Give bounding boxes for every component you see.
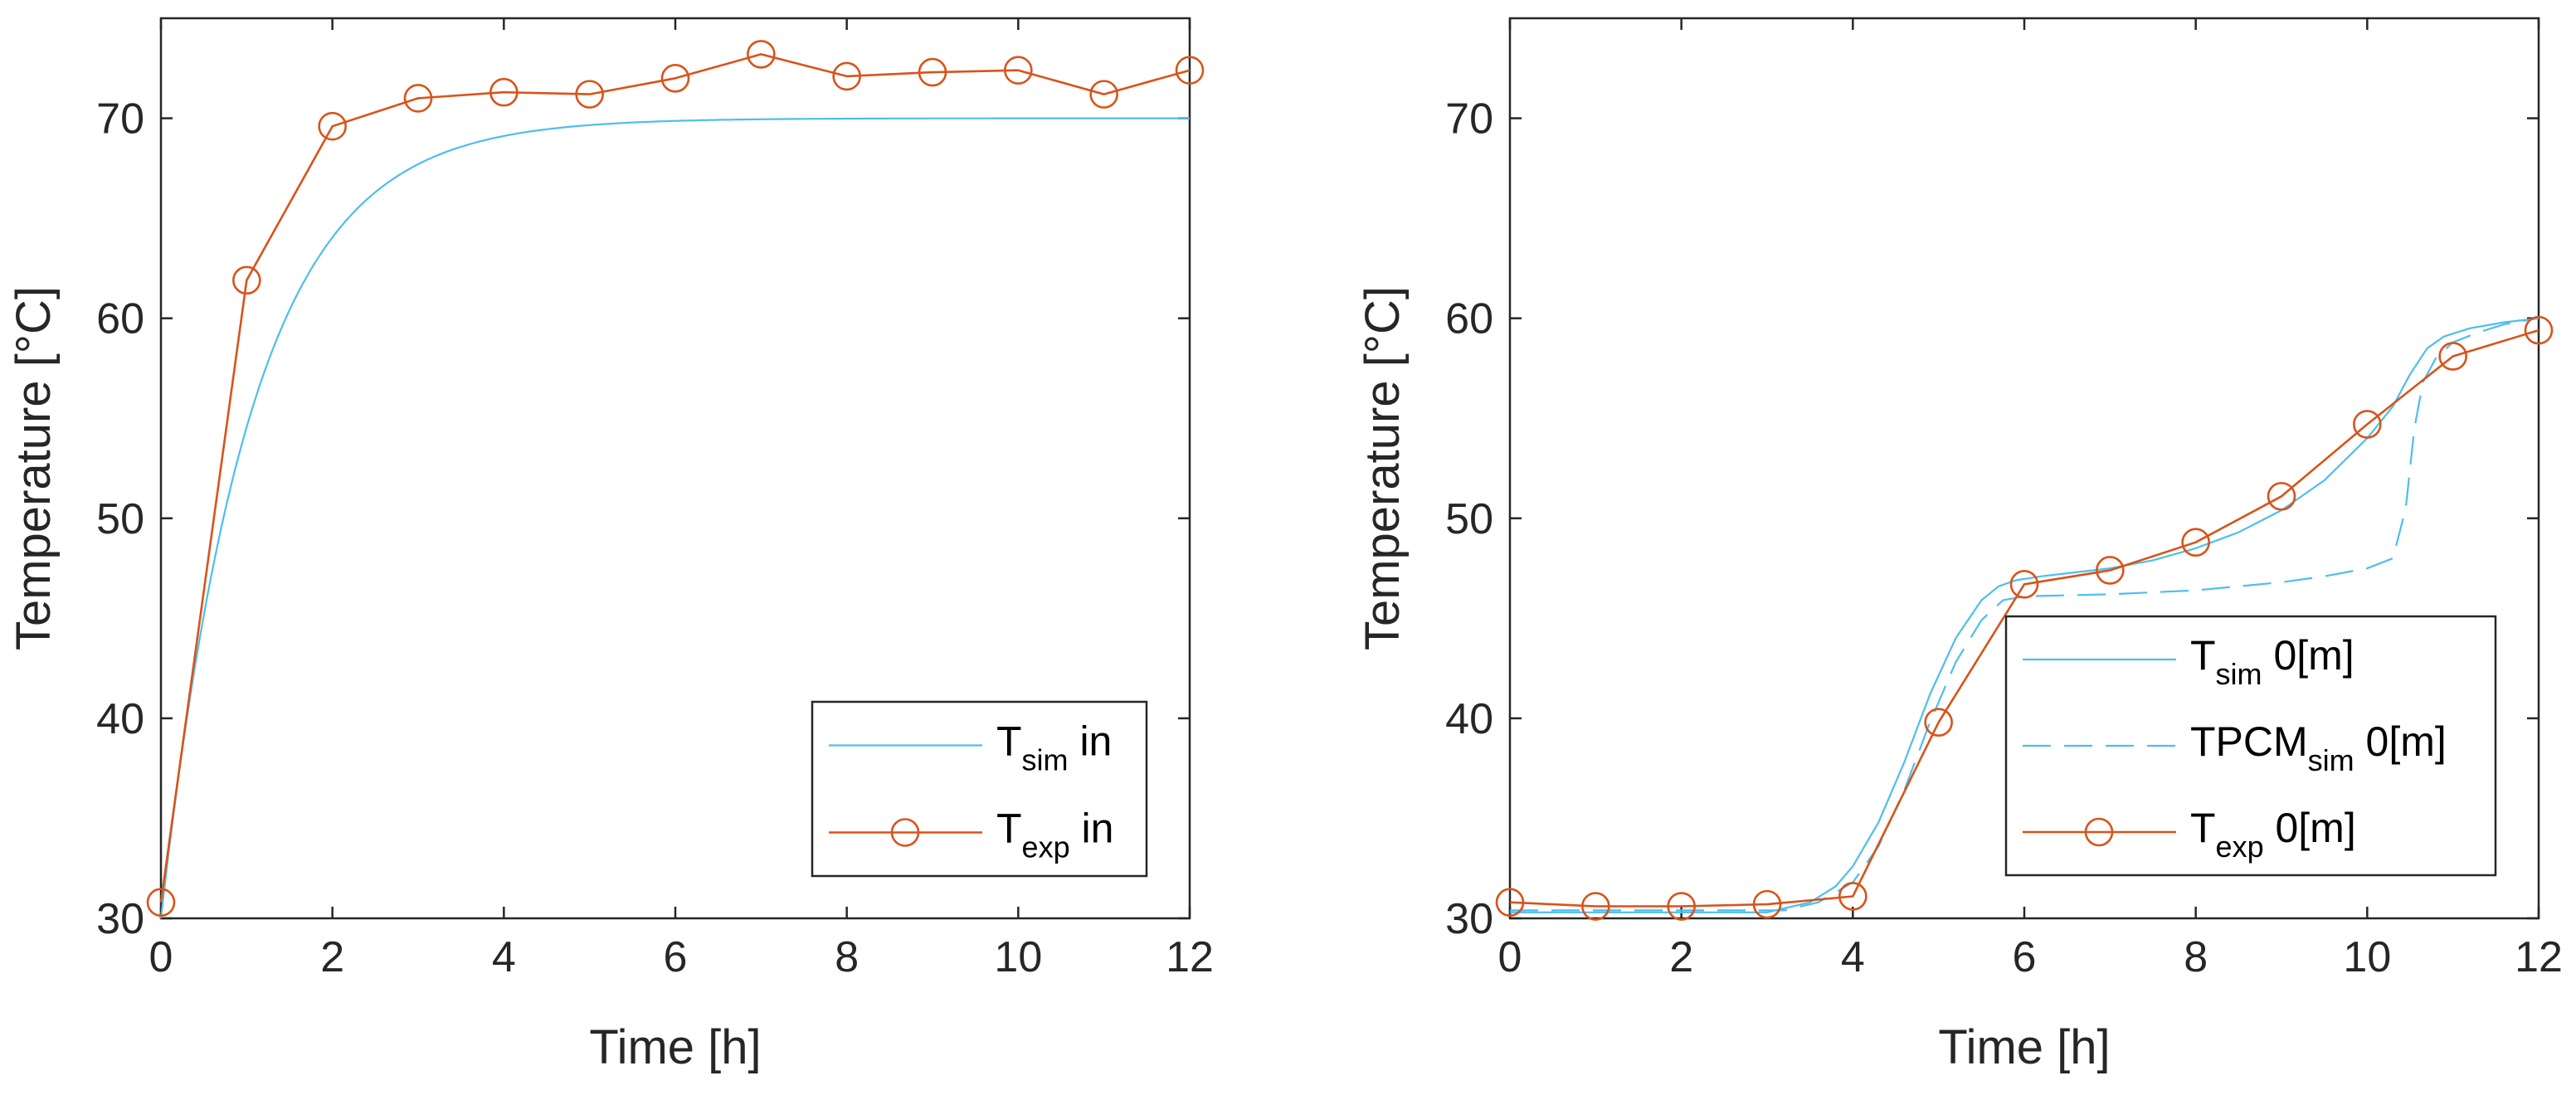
data-point [1089,80,1118,109]
data-point [575,80,604,109]
x-tick-label: 0 [149,933,173,981]
y-tick-label: 30 [1445,895,1493,943]
legend-marker [2084,817,2114,847]
x-tick-label: 2 [1669,933,1693,981]
legend-entry: TPCMsim 0[m] [2190,718,2447,777]
y-tick-label: 70 [96,95,144,144]
x-tick-label: 0 [1498,933,1522,981]
data-point [1838,882,1867,911]
x-tick-label: 6 [664,933,688,981]
x-tick-label: 4 [492,933,516,981]
data-point [2353,410,2382,439]
x-axis-label: Time [h] [589,1020,761,1074]
x-tick-label: 6 [2013,933,2037,981]
legend-entry: Texp in [996,806,1113,864]
legend-entry: Tsim in [996,718,1112,777]
data-point [2524,315,2554,345]
x-tick-label: 2 [320,933,344,981]
legend: Tsim in Texp in [811,700,1148,878]
series-line-t-exp-0-m- [1509,329,2539,908]
data-point [2267,481,2296,511]
data-point [832,61,861,91]
data-point [747,40,776,69]
y-tick-label: 50 [96,495,144,543]
data-point [2438,342,2467,371]
x-tick-label: 12 [1166,933,1214,981]
data-point [232,265,261,295]
data-point [1752,889,1782,919]
x-tick-label: 12 [2515,933,2563,981]
data-point [660,64,690,93]
data-point [1924,708,1953,737]
series-line-tpcm-sim-0-m- [1510,317,2539,912]
data-point [318,111,347,141]
data-point [403,84,433,113]
legend-entry: Texp 0[m] [2190,805,2356,864]
data-point [1667,892,1696,921]
data-point [1004,56,1033,85]
y-tick-label: 40 [96,695,144,743]
y-axis-label: Temperature [°C] [1356,286,1410,650]
data-point [2096,556,2125,585]
legend-box [811,700,1148,878]
series-line-t-sim-0-m- [1510,317,2539,913]
x-tick-label: 8 [2184,933,2208,981]
data-point [1581,892,1610,921]
x-tick-label: 10 [2343,933,2391,981]
data-point [2009,570,2039,599]
series-line-t-sim-in [159,117,1190,919]
y-tick-label: 30 [96,895,144,943]
legend: Tsim 0[m] TPCMsim 0[m] Texp 0[m] [2004,615,2497,877]
y-tick-label: 60 [96,295,144,343]
y-tick-label: 60 [1445,295,1493,343]
series-line-t-exp-in [159,53,1191,903]
data-point [146,888,176,917]
data-point [918,57,947,87]
legend-marker [890,818,920,847]
y-tick-label: 70 [1445,95,1493,144]
data-point [1175,56,1205,85]
y-tick-label: 50 [1445,495,1493,543]
x-tick-label: 8 [835,933,859,981]
x-tick-label: 4 [1841,933,1865,981]
x-axis-label: Time [h] [1938,1020,2110,1074]
data-point [489,77,519,107]
data-point [2181,528,2210,557]
chart-2: 0 2 4 6 8 10 12 30 40 50 60 70 Time [h] Temperature [… [1356,17,2563,1074]
y-tick-label: 40 [1445,695,1493,743]
data-point [1495,888,1525,917]
legend-entry: Tsim 0[m] [2190,632,2354,691]
chart-1: 0 2 4 6 8 10 12 30 40 50 60 70 Time [h] Temperature [… [7,17,1214,1074]
x-tick-label: 10 [994,933,1042,981]
y-axis-label: Temperature [°C] [7,286,61,650]
